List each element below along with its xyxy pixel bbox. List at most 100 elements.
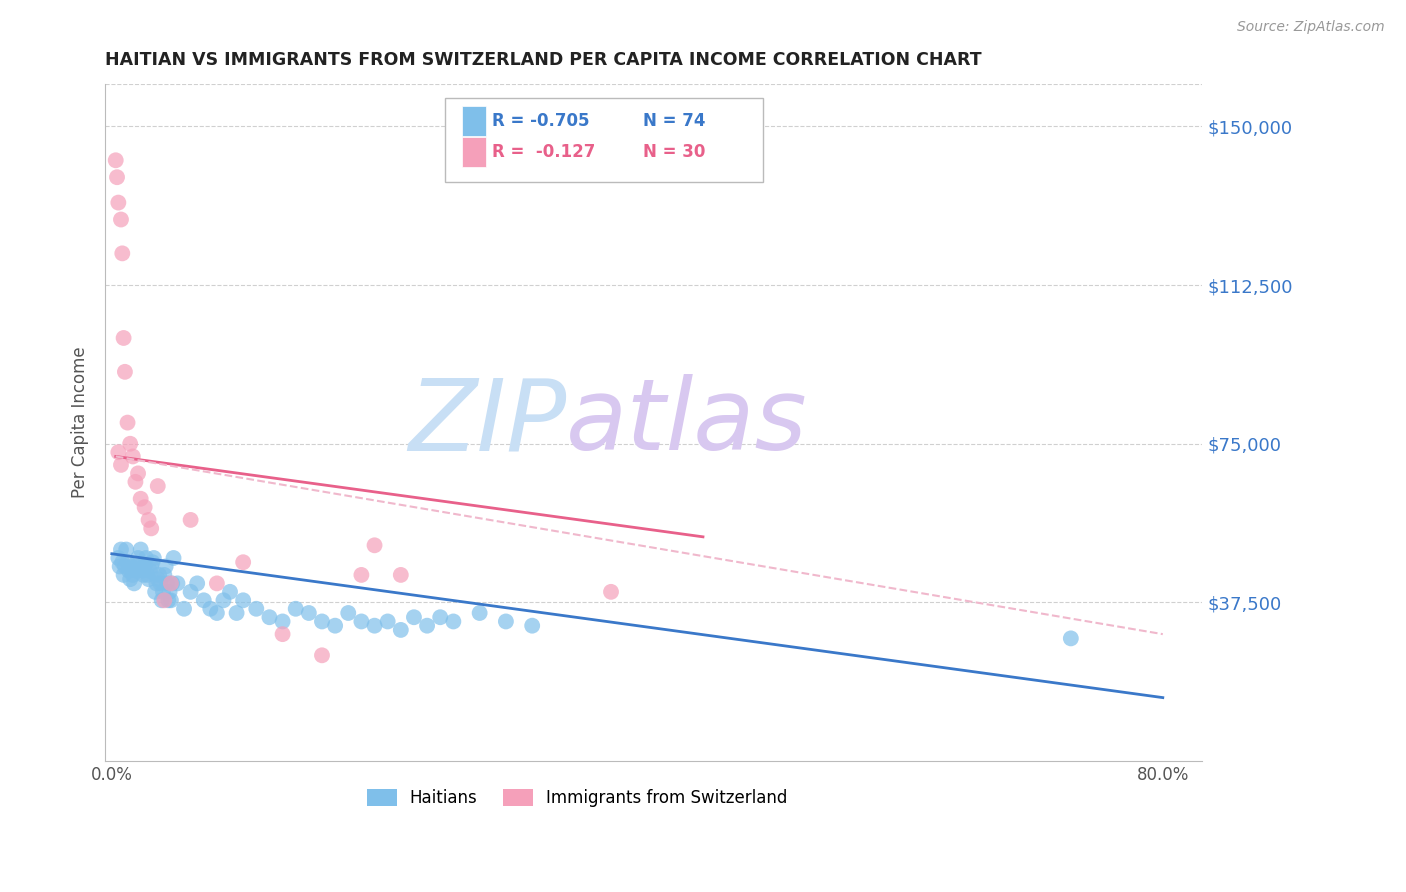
Point bbox=[180, 513, 202, 527]
Point bbox=[146, 479, 169, 493]
Point bbox=[363, 618, 385, 632]
Point bbox=[311, 615, 333, 629]
FancyBboxPatch shape bbox=[461, 106, 486, 136]
Text: Source: ZipAtlas.com: Source: ZipAtlas.com bbox=[1237, 20, 1385, 34]
Point bbox=[363, 538, 385, 552]
Text: R = -0.705: R = -0.705 bbox=[492, 112, 591, 130]
Point bbox=[389, 623, 412, 637]
Point bbox=[298, 606, 321, 620]
Point bbox=[110, 212, 132, 227]
Point bbox=[522, 618, 544, 632]
FancyBboxPatch shape bbox=[446, 97, 763, 182]
Point bbox=[112, 331, 135, 345]
Y-axis label: Per Capita Income: Per Capita Income bbox=[72, 347, 89, 499]
Point bbox=[148, 568, 170, 582]
Point bbox=[145, 576, 167, 591]
Point bbox=[121, 450, 143, 464]
Point bbox=[468, 606, 491, 620]
Point bbox=[142, 551, 165, 566]
Point bbox=[118, 564, 141, 578]
Text: N = 74: N = 74 bbox=[643, 112, 706, 130]
Point bbox=[138, 572, 160, 586]
Point bbox=[337, 606, 360, 620]
Point bbox=[186, 576, 208, 591]
Point bbox=[127, 551, 149, 566]
Point bbox=[402, 610, 425, 624]
Point bbox=[160, 576, 183, 591]
Point bbox=[138, 513, 160, 527]
Point bbox=[377, 615, 399, 629]
Point bbox=[160, 576, 183, 591]
Point bbox=[128, 559, 150, 574]
Point bbox=[153, 593, 176, 607]
Point bbox=[160, 593, 183, 607]
Point bbox=[107, 445, 129, 459]
FancyBboxPatch shape bbox=[461, 137, 486, 168]
Point bbox=[205, 576, 228, 591]
Point bbox=[129, 542, 152, 557]
Point bbox=[159, 584, 181, 599]
Point bbox=[105, 170, 128, 185]
Point bbox=[271, 615, 294, 629]
Point bbox=[131, 564, 153, 578]
Point bbox=[111, 246, 134, 260]
Text: N = 30: N = 30 bbox=[643, 144, 706, 161]
Point bbox=[141, 559, 163, 574]
Point bbox=[120, 572, 142, 586]
Point bbox=[173, 601, 195, 615]
Point bbox=[132, 568, 155, 582]
Point bbox=[141, 521, 163, 535]
Point bbox=[110, 458, 132, 472]
Point bbox=[122, 576, 145, 591]
Point bbox=[157, 593, 180, 607]
Point bbox=[350, 615, 373, 629]
Point bbox=[125, 564, 148, 578]
Text: R =  -0.127: R = -0.127 bbox=[492, 144, 596, 161]
Point bbox=[193, 593, 215, 607]
Point bbox=[232, 593, 254, 607]
Point bbox=[323, 618, 346, 632]
Point bbox=[311, 648, 333, 663]
Point bbox=[111, 555, 134, 569]
Point bbox=[108, 559, 131, 574]
Point bbox=[124, 559, 146, 574]
Point bbox=[114, 365, 136, 379]
Point bbox=[127, 467, 149, 481]
Point bbox=[219, 584, 242, 599]
Point bbox=[232, 555, 254, 569]
Text: HAITIAN VS IMMIGRANTS FROM SWITZERLAND PER CAPITA INCOME CORRELATION CHART: HAITIAN VS IMMIGRANTS FROM SWITZERLAND P… bbox=[105, 51, 981, 69]
Point bbox=[129, 491, 152, 506]
Point bbox=[104, 153, 127, 168]
Point bbox=[134, 500, 156, 515]
Point bbox=[429, 610, 451, 624]
Point bbox=[416, 618, 439, 632]
Point bbox=[600, 584, 623, 599]
Point bbox=[107, 551, 129, 566]
Point bbox=[124, 475, 146, 489]
Point bbox=[134, 559, 156, 574]
Point bbox=[121, 568, 143, 582]
Point bbox=[166, 576, 188, 591]
Legend: Haitians, Immigrants from Switzerland: Haitians, Immigrants from Switzerland bbox=[360, 782, 794, 814]
Point bbox=[350, 568, 373, 582]
Point bbox=[205, 606, 228, 620]
Point bbox=[149, 576, 172, 591]
Point bbox=[139, 564, 162, 578]
Point bbox=[284, 601, 307, 615]
Point bbox=[495, 615, 517, 629]
Text: atlas: atlas bbox=[567, 374, 807, 471]
Text: ZIP: ZIP bbox=[408, 374, 567, 471]
Point bbox=[153, 568, 176, 582]
Point bbox=[212, 593, 235, 607]
Point bbox=[135, 551, 157, 566]
Point bbox=[245, 601, 267, 615]
Point bbox=[146, 572, 169, 586]
Point bbox=[225, 606, 247, 620]
Point bbox=[155, 559, 177, 574]
Point bbox=[259, 610, 281, 624]
Point bbox=[152, 584, 174, 599]
Point bbox=[389, 568, 412, 582]
Point bbox=[180, 584, 202, 599]
Point bbox=[114, 559, 136, 574]
Point bbox=[441, 615, 464, 629]
